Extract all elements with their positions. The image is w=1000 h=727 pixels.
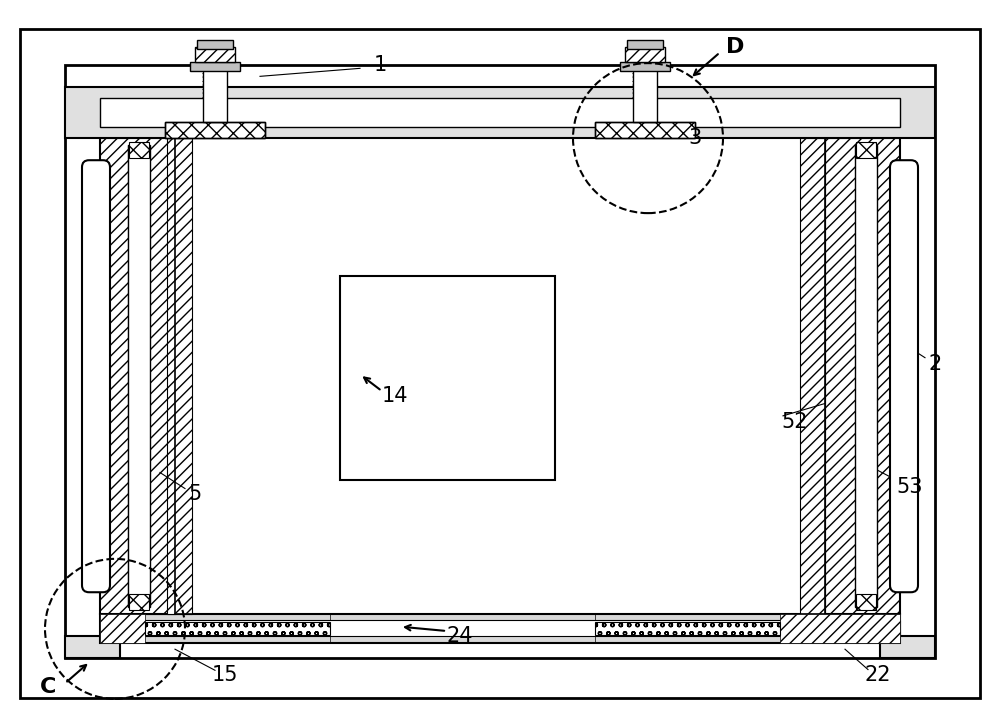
Bar: [100, 138, 175, 614]
Text: 24: 24: [447, 626, 473, 646]
Text: 2: 2: [928, 353, 942, 374]
Text: C: C: [40, 677, 56, 697]
Bar: [203, 65, 227, 122]
Bar: [800, 138, 825, 614]
Bar: [129, 142, 149, 158]
Bar: [856, 594, 876, 610]
Bar: [165, 122, 265, 138]
Bar: [175, 138, 825, 614]
Text: 5: 5: [188, 484, 202, 505]
Bar: [195, 47, 235, 62]
Text: 22: 22: [865, 664, 891, 685]
Bar: [340, 276, 555, 480]
Bar: [620, 62, 670, 71]
Text: 53: 53: [897, 477, 923, 497]
Bar: [190, 62, 240, 71]
Bar: [633, 65, 657, 122]
Bar: [330, 614, 595, 643]
FancyBboxPatch shape: [890, 160, 918, 593]
Bar: [167, 138, 192, 614]
Bar: [595, 122, 695, 138]
Bar: [65, 636, 120, 658]
Bar: [165, 122, 265, 138]
Bar: [780, 614, 900, 643]
Text: 3: 3: [688, 128, 702, 148]
Bar: [595, 622, 780, 635]
Bar: [627, 40, 663, 49]
Bar: [880, 636, 935, 658]
Text: 14: 14: [382, 386, 408, 406]
Bar: [100, 98, 900, 127]
Text: D: D: [726, 37, 744, 57]
Bar: [100, 620, 900, 636]
Bar: [129, 594, 149, 610]
Bar: [855, 145, 877, 607]
Bar: [65, 65, 935, 658]
Text: 52: 52: [782, 411, 808, 432]
Text: 1: 1: [373, 55, 387, 76]
FancyBboxPatch shape: [82, 160, 110, 593]
Bar: [825, 138, 900, 614]
Bar: [197, 40, 233, 49]
Bar: [595, 122, 695, 138]
Bar: [625, 47, 665, 62]
Text: 15: 15: [212, 664, 238, 685]
Bar: [100, 614, 145, 643]
Bar: [65, 87, 935, 138]
Bar: [145, 622, 330, 635]
Bar: [100, 614, 900, 643]
Bar: [856, 142, 876, 158]
Bar: [128, 145, 150, 607]
